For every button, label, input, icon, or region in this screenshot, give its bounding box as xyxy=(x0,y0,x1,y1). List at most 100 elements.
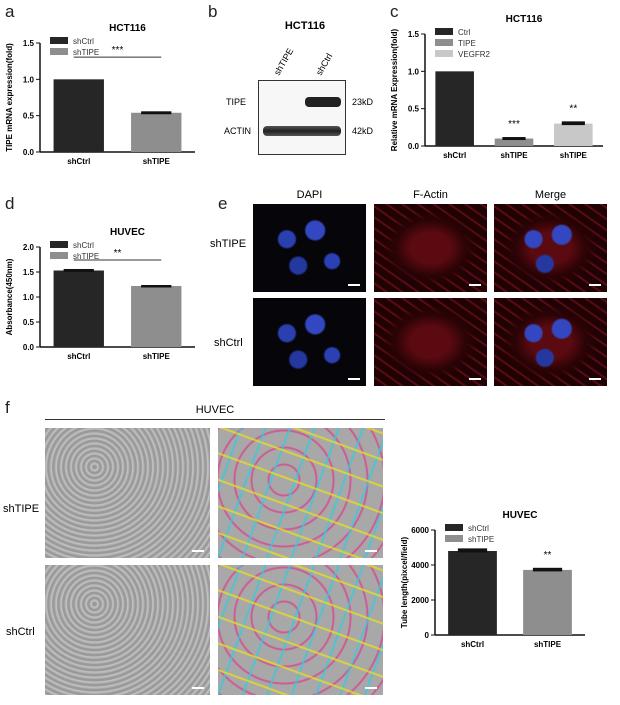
error-bar xyxy=(141,111,172,115)
traced-image xyxy=(218,565,383,695)
legend-label: shTIPE xyxy=(73,252,99,261)
traced-image xyxy=(218,428,383,558)
y-tick-label: 0.5 xyxy=(408,105,420,114)
legend-swatch xyxy=(50,252,68,259)
legend-label: shTIPE xyxy=(73,48,99,57)
significance-label: ** xyxy=(569,103,577,114)
dapi-image xyxy=(253,298,366,386)
blot-size: 23kD xyxy=(352,97,374,107)
x-tick-label: shCtrl xyxy=(67,352,90,361)
blot-title: HCT116 xyxy=(284,20,326,32)
factin-image xyxy=(374,298,487,386)
chart-d: HUVEC 0.0 0.5 1.0 1.5 2.0 Absorbance(450nm) shC… xyxy=(5,227,195,361)
row-label: shCtrl xyxy=(6,626,35,638)
legend-swatch xyxy=(435,50,453,57)
actin-band xyxy=(263,126,341,136)
y-tick-label: 0.0 xyxy=(408,142,420,151)
blot-row-label: TIPE xyxy=(226,97,247,107)
legend-swatch xyxy=(50,241,68,248)
legend-label: TIPE xyxy=(458,39,476,48)
error-bar xyxy=(532,567,563,572)
legend-label: VEGFR2 xyxy=(458,50,491,59)
x-tick-label: shTIPE xyxy=(143,352,171,361)
blot-size: 42kD xyxy=(352,126,374,136)
chart-title: HCT116 xyxy=(506,14,543,25)
legend-swatch xyxy=(435,39,453,46)
row-label: shTIPE xyxy=(3,503,40,515)
panel-label-e: e xyxy=(218,194,228,213)
tipe-band xyxy=(305,97,341,107)
significance-label: ** xyxy=(114,248,122,259)
x-tick-label: shTIPE xyxy=(534,640,562,649)
x-tick-label: shTIPE xyxy=(500,151,528,160)
error-bar xyxy=(141,285,172,288)
panel-label-f: f xyxy=(5,398,10,417)
significance-label: *** xyxy=(112,45,124,56)
x-tick-label: shTIPE xyxy=(143,157,171,166)
significance-label: ** xyxy=(544,550,552,561)
x-tick-label: shCtrl xyxy=(443,151,466,160)
y-tick-label: 0.5 xyxy=(23,318,35,327)
phase-image xyxy=(45,428,210,558)
y-tick-label: 1.0 xyxy=(23,293,35,302)
legend-swatch xyxy=(50,48,68,55)
legend-label: shCtrl xyxy=(468,524,489,533)
chart-title: HCT116 xyxy=(109,23,146,34)
y-tick-label: 4000 xyxy=(411,561,429,570)
dapi-image xyxy=(253,204,366,292)
x-tick-label: shTIPE xyxy=(560,151,588,160)
panel-label-c: c xyxy=(390,2,399,21)
legend-label: shCtrl xyxy=(73,241,94,250)
y-tick-label: 6000 xyxy=(411,526,429,535)
legend-label: shTIPE xyxy=(468,535,494,544)
chart-a: HCT116 0.0 0.5 1.0 1.5 TIPE mRNA expression(f… xyxy=(5,23,195,166)
bar xyxy=(131,112,182,152)
blot-col-label: shTIPE xyxy=(272,46,296,77)
legend-label: Ctrl xyxy=(458,28,471,37)
y-tick-label: 0 xyxy=(425,631,430,640)
bar xyxy=(435,71,474,146)
bar xyxy=(53,270,104,347)
y-tick-label: 1.5 xyxy=(23,39,35,48)
panel-label-a: a xyxy=(5,2,15,21)
bar xyxy=(554,123,593,146)
y-axis-label: Tube length(pixcel/field) xyxy=(400,536,409,628)
bar xyxy=(131,286,182,347)
merge-image xyxy=(494,298,607,386)
error-bar xyxy=(502,137,526,141)
significance-label: *** xyxy=(508,119,520,130)
y-tick-label: 2.0 xyxy=(23,243,35,252)
y-axis-label: Absorbance(450nm) xyxy=(5,258,14,335)
col-label-merge: Merge xyxy=(534,189,567,201)
y-tick-label: 0.0 xyxy=(23,148,35,157)
tube-title-line xyxy=(45,419,385,420)
chart-title: HUVEC xyxy=(502,510,537,521)
phase-image xyxy=(45,565,210,695)
legend-swatch xyxy=(435,28,453,35)
blot-row-label: ACTIN xyxy=(224,126,251,136)
blot-col-label: shCtrl xyxy=(314,51,335,77)
panel-label-d: d xyxy=(5,194,15,213)
tube-title: HUVEC xyxy=(195,404,235,416)
chart-c: HCT116 0.0 0.5 1.0 1.5 Relative mRNA Expressi… xyxy=(390,14,603,160)
legend-swatch xyxy=(50,37,68,44)
y-axis-label: Relative mRNA Expression(fold) xyxy=(390,28,399,151)
y-axis-label: TIPE mRNA expression(fold) xyxy=(5,43,14,152)
y-tick-label: 1.0 xyxy=(23,75,35,84)
bar xyxy=(523,569,572,635)
y-tick-label: 1.0 xyxy=(408,67,420,76)
y-tick-label: 0.0 xyxy=(23,343,35,352)
error-bar xyxy=(63,269,94,272)
y-tick-label: 2000 xyxy=(411,596,429,605)
row-label: shTIPE xyxy=(210,238,247,250)
x-tick-label: shCtrl xyxy=(461,640,484,649)
x-tick-label: shCtrl xyxy=(67,157,90,166)
col-label-dapi: DAPI xyxy=(296,189,323,201)
factin-image xyxy=(374,204,487,292)
blot-image xyxy=(258,80,346,155)
col-label-factin: F-Actin xyxy=(413,189,448,201)
legend-swatch xyxy=(445,524,463,531)
bar xyxy=(53,79,104,152)
